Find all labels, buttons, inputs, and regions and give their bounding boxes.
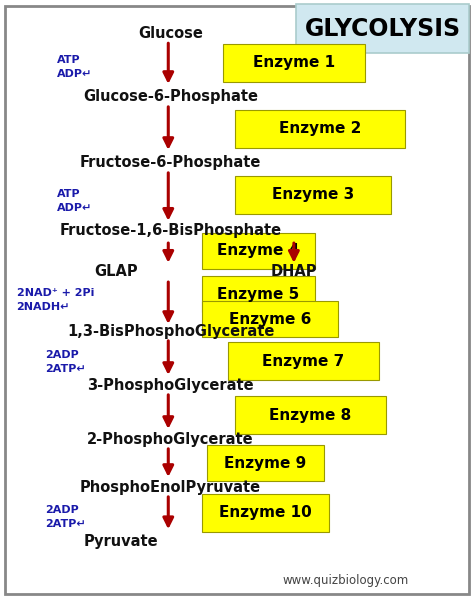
Text: Enzyme 5: Enzyme 5 [217, 286, 300, 301]
Text: Enzyme 3: Enzyme 3 [272, 187, 354, 202]
FancyBboxPatch shape [207, 445, 324, 481]
FancyBboxPatch shape [235, 176, 391, 214]
FancyBboxPatch shape [223, 44, 365, 82]
FancyBboxPatch shape [228, 342, 379, 380]
Text: Enzyme 2: Enzyme 2 [279, 121, 361, 136]
Text: ATP
ADP↵: ATP ADP↵ [57, 55, 92, 79]
Text: Enzyme 7: Enzyme 7 [262, 353, 345, 368]
Text: DHAP: DHAP [271, 263, 317, 278]
Text: 2ADP
2ATP↵: 2ADP 2ATP↵ [45, 350, 86, 374]
FancyBboxPatch shape [202, 301, 338, 337]
FancyBboxPatch shape [235, 110, 405, 148]
Text: Glucose-6-Phosphate: Glucose-6-Phosphate [83, 88, 258, 103]
Text: ATP
ADP↵: ATP ADP↵ [57, 189, 92, 213]
Text: Fructose-6-Phosphate: Fructose-6-Phosphate [80, 154, 261, 169]
Text: Enzyme 1: Enzyme 1 [253, 55, 335, 70]
Text: 1,3-BisPhosphoGlycerate: 1,3-BisPhosphoGlycerate [67, 323, 274, 338]
Text: 3-PhosphoGlycerate: 3-PhosphoGlycerate [87, 378, 254, 393]
Text: Enzyme 9: Enzyme 9 [224, 456, 307, 470]
FancyBboxPatch shape [202, 494, 329, 532]
Text: Enzyme 10: Enzyme 10 [219, 505, 312, 520]
Text: PhosphoEnolPyruvate: PhosphoEnolPyruvate [80, 480, 261, 494]
FancyBboxPatch shape [202, 276, 315, 312]
Text: Enzyme 8: Enzyme 8 [269, 408, 352, 422]
FancyBboxPatch shape [235, 396, 386, 434]
FancyBboxPatch shape [202, 233, 315, 269]
Text: Glucose: Glucose [138, 25, 203, 40]
Text: www.quizbiology.com: www.quizbiology.com [283, 574, 409, 587]
Text: Enzyme 6: Enzyme 6 [229, 312, 311, 326]
Text: 2NAD⁺ + 2Pi
2NADH↵: 2NAD⁺ + 2Pi 2NADH↵ [17, 288, 94, 312]
FancyBboxPatch shape [296, 4, 469, 53]
Text: Enzyme 4: Enzyme 4 [217, 244, 300, 258]
Text: Fructose-1,6-BisPhosphate: Fructose-1,6-BisPhosphate [60, 223, 282, 238]
Text: GLYCOLYSIS: GLYCOLYSIS [305, 17, 461, 41]
Text: 2-PhosphoGlycerate: 2-PhosphoGlycerate [87, 432, 254, 446]
Text: GLAP: GLAP [94, 263, 138, 278]
Text: Pyruvate: Pyruvate [83, 534, 158, 548]
Text: 2ADP
2ATP↵: 2ADP 2ATP↵ [45, 505, 86, 529]
